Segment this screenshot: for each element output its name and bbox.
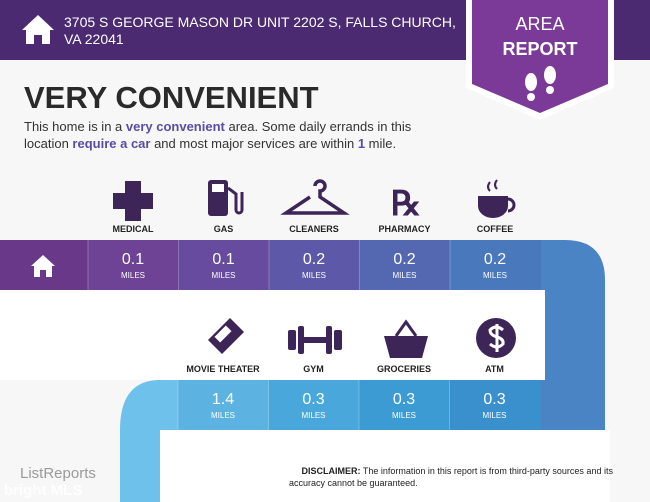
home-icon — [31, 255, 55, 277]
distance: 0.3 — [483, 391, 505, 408]
distance: 0.2 — [484, 251, 506, 268]
distance: 0.1 — [212, 251, 234, 268]
distance: 1.4 — [212, 391, 234, 408]
amenity-label: PHARMACY — [378, 224, 430, 234]
address: 3705 S GEORGE MASON DR UNIT 2202 S, FALL… — [64, 14, 456, 30]
distance-unit: MILES — [392, 411, 416, 420]
description: This home is in a very convenient area. … — [24, 119, 412, 134]
distance-unit: MILES — [392, 271, 416, 280]
distance-cell — [359, 240, 451, 290]
svg-text:℞: ℞ — [391, 186, 421, 223]
badge-text: REPORT — [502, 39, 577, 59]
distance-unit: MILES — [302, 271, 326, 280]
distance: 0.3 — [302, 391, 324, 408]
amenity-label: CLEANERS — [289, 224, 339, 234]
amenity-label: GAS — [214, 224, 234, 234]
address: VA 22041 — [64, 31, 124, 47]
distance-unit: MILES — [211, 271, 235, 280]
distance-cell — [449, 380, 541, 430]
footprints — [525, 66, 556, 101]
distance-cell — [359, 380, 450, 430]
disclaimer: DISCLAIMER: The information in this repo… — [289, 466, 620, 476]
amenity-label: GROCERIES — [377, 364, 431, 374]
amenity-label: MOVIE THEATER — [186, 364, 260, 374]
watermark: bright MLS — [4, 482, 82, 499]
distance-cell — [178, 240, 270, 290]
distance-unit: MILES — [301, 411, 325, 420]
distance-unit: MILES — [483, 271, 507, 280]
badge-text: AREA — [515, 14, 564, 34]
amenity-label: COFFEE — [477, 224, 514, 234]
description-highlight: very convenient — [126, 119, 226, 134]
distance-unit: MILES — [121, 271, 145, 280]
icons — [208, 318, 516, 358]
amenity-label: GYM — [303, 364, 324, 374]
distance-unit: MILES — [482, 411, 506, 420]
distance-cell — [268, 380, 360, 430]
distance-cell — [88, 240, 179, 290]
description-text: and most major services are within — [150, 136, 357, 151]
disclaimer-text: The information in this report is from t… — [361, 466, 614, 476]
amenity-label: ATM — [485, 364, 504, 374]
distance: 0.2 — [393, 251, 415, 268]
description-text: This home is in a — [24, 119, 126, 134]
description: location require a car and most major se… — [24, 136, 396, 151]
route-band — [0, 240, 610, 502]
distance-unit: MILES — [211, 411, 235, 420]
description-highlight: 1 — [358, 136, 365, 151]
badge: AREA REPORT — [466, 0, 614, 120]
distance-cell — [178, 380, 269, 430]
logo: ListReports — [20, 465, 96, 482]
icons: ℞ — [113, 179, 516, 223]
home-icon — [22, 15, 54, 44]
title: VERY CONVENIENT — [24, 80, 319, 115]
distance: 0.1 — [122, 251, 144, 268]
distance-cell — [269, 240, 360, 290]
description-text: mile. — [365, 136, 396, 151]
amenity-label: MEDICAL — [113, 224, 154, 234]
description-highlight: require a car — [72, 136, 150, 151]
disclaimer-text: accuracy cannot be guaranteed. — [289, 478, 418, 488]
disclaimer-label: DISCLAIMER: — [302, 466, 361, 476]
distance: 0.2 — [303, 251, 325, 268]
description-text: location — [24, 136, 72, 151]
description-text: area. Some daily errands in this — [225, 119, 412, 134]
distance: 0.3 — [393, 391, 415, 408]
distance-cell — [450, 240, 541, 290]
